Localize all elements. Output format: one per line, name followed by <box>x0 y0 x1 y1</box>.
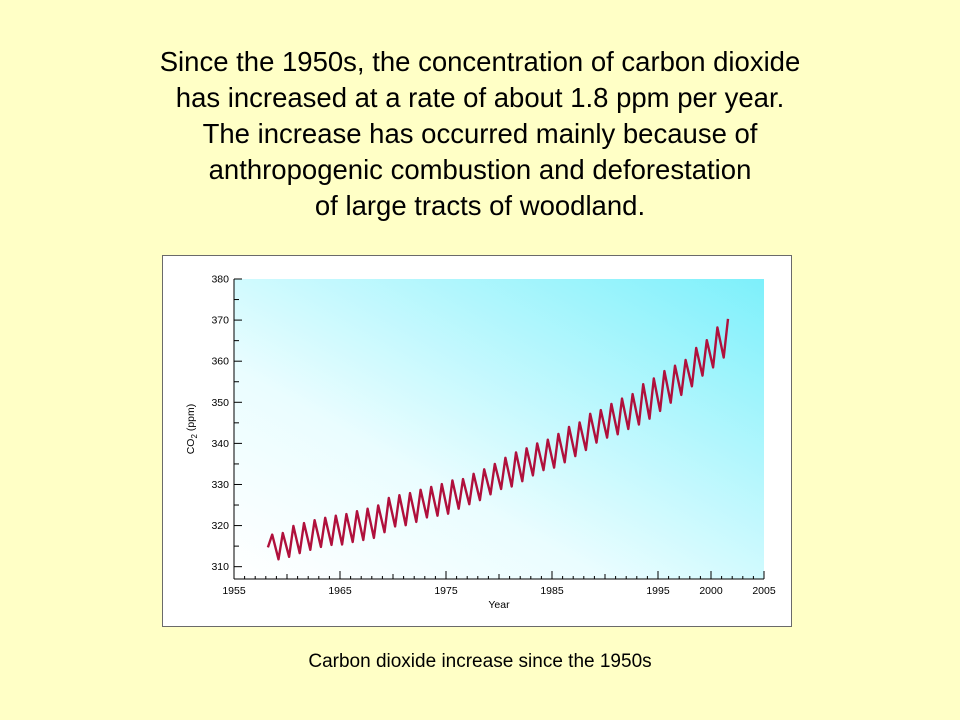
co2-chart: 310 320 330 340 350 360 370 380 1955 1965 1975 1985… <box>185 274 776 612</box>
slide-text-line: The increase has occurred mainly because… <box>202 118 758 149</box>
x-tick-label: 2000 <box>699 585 723 597</box>
y-axis-title: CO2 (ppm) <box>185 404 199 455</box>
figure-caption: Carbon dioxide increase since the 1950s <box>308 651 652 672</box>
slide-text-line: of large tracts of woodland. <box>314 190 646 221</box>
slide-text-line: anthropogenic combustion and deforestati… <box>208 154 752 185</box>
series-layer <box>266 318 730 561</box>
y-tick-label: 380 <box>211 274 229 286</box>
x-tick-label: 2005 <box>752 585 776 597</box>
slide-text-line: Since the 1950s, the concentration of ca… <box>159 46 801 77</box>
y-tick-label: 320 <box>211 520 229 532</box>
x-tick-label: 1965 <box>328 585 352 597</box>
series-line-co2 <box>266 318 730 561</box>
y-tick-label: 330 <box>211 479 229 491</box>
chart-container: 310 320 330 340 350 360 370 380 1955 1965 1975 1985… <box>162 255 792 627</box>
x-tick-label: 1985 <box>540 585 564 597</box>
x-axis-title: Year <box>488 599 510 611</box>
slide-text-line: has increased at a rate of about 1.8 ppm… <box>175 82 785 113</box>
x-tick-label: 1975 <box>434 585 458 597</box>
y-tick-label: 310 <box>211 561 229 573</box>
slide-text: Since the 1950s, the concentration of ca… <box>0 44 960 224</box>
x-tick-label: 1955 <box>222 585 246 597</box>
y-tick-label: 360 <box>211 356 229 368</box>
y-tick-label: 350 <box>211 397 229 409</box>
y-tick-label: 340 <box>211 438 229 450</box>
y-tick-label: 370 <box>211 315 229 327</box>
ticks: 310 320 330 340 350 360 370 380 1955 1965 1975 1985… <box>211 274 775 598</box>
x-tick-label: 1995 <box>646 585 670 597</box>
